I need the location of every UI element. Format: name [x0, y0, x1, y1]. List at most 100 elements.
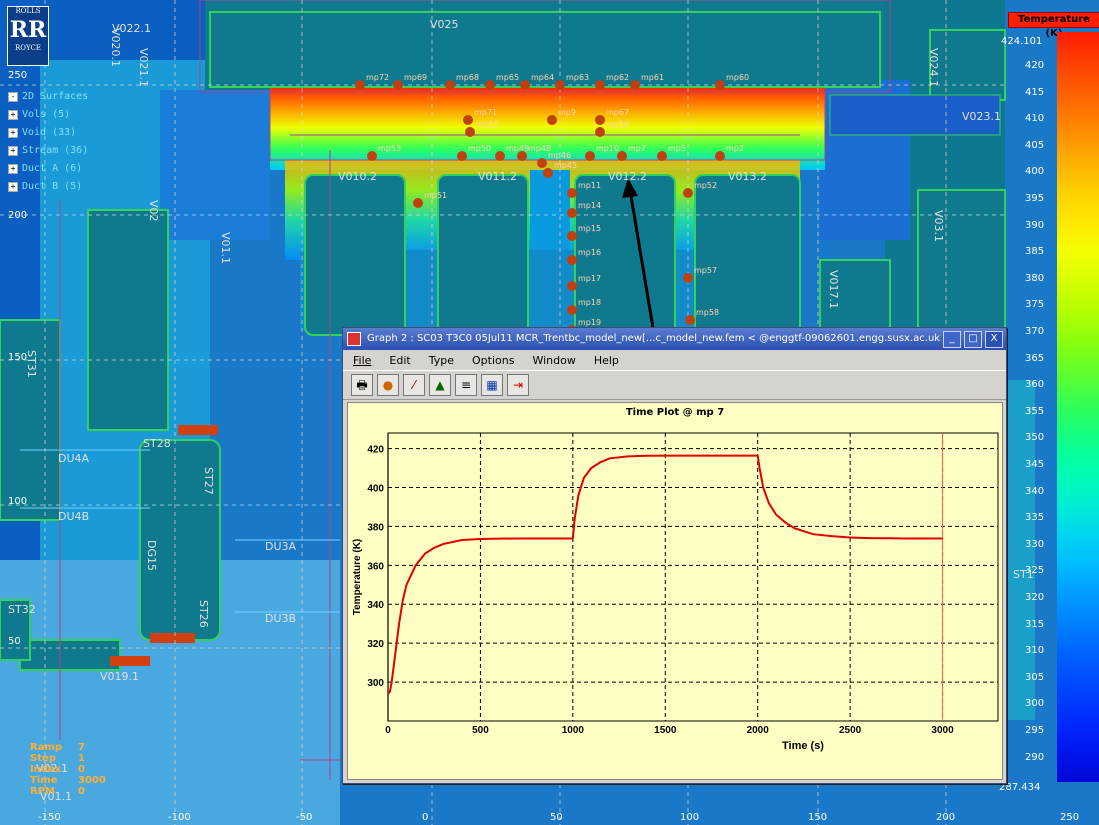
tree-item-label: Void (33)	[22, 127, 77, 138]
expander-icon[interactable]: +	[8, 182, 18, 192]
param-value: 3000	[78, 775, 106, 786]
probe-point[interactable]	[393, 80, 403, 90]
probe-point[interactable]	[595, 115, 605, 125]
label-icon[interactable]: ≡	[455, 374, 477, 396]
region-label: V011.2	[478, 170, 518, 183]
expander-icon[interactable]: +	[8, 146, 18, 156]
probe-point[interactable]	[520, 80, 530, 90]
probe-point[interactable]	[413, 198, 423, 208]
menu-window[interactable]: Window	[532, 353, 576, 367]
probe-point[interactable]	[465, 127, 475, 137]
probe-point[interactable]	[567, 305, 577, 315]
minimize-button[interactable]: _	[943, 330, 961, 348]
menu-edit[interactable]: Edit	[389, 353, 411, 367]
probe-point[interactable]	[595, 80, 605, 90]
tree-item[interactable]: + Duct A (6)	[8, 160, 88, 178]
probe-point[interactable]	[355, 80, 365, 90]
legend-tick-label: 370	[1025, 326, 1045, 337]
probe-point[interactable]	[715, 151, 725, 161]
probe-label: mp57	[694, 266, 718, 275]
probe-point[interactable]	[547, 115, 557, 125]
expander-icon[interactable]: +	[8, 110, 18, 120]
probe-point[interactable]	[683, 188, 693, 198]
tree-item[interactable]: -2D Surfaces	[8, 88, 88, 106]
menu-type[interactable]: Type	[428, 353, 454, 367]
probe-point[interactable]	[495, 151, 505, 161]
x-tick-label: 1000	[562, 725, 585, 736]
line-chart-icon[interactable]: ⁄	[403, 374, 425, 396]
probe-point[interactable]	[567, 231, 577, 241]
y-tick-label: 360	[367, 561, 384, 572]
legend-tick-label: 320	[1025, 592, 1045, 603]
probe-point[interactable]	[685, 315, 695, 325]
probe-point[interactable]	[537, 158, 547, 168]
expander-icon[interactable]: -	[8, 92, 18, 102]
probe-point[interactable]	[617, 151, 627, 161]
time-plot[interactable]: Time Plot @ mp 7 0 500 1000 1500 2000 2500 300…	[347, 402, 1003, 780]
exit-icon[interactable]: ⇥	[507, 374, 529, 396]
model-tree[interactable]: -2D Surfaces + Vols (5) + Void (33) + Stream (…	[8, 88, 88, 196]
legend-tick-label: 300	[1025, 698, 1045, 710]
probe-point[interactable]	[567, 281, 577, 291]
legend-tick-label: 330	[1025, 538, 1045, 550]
param-key: Ramp	[30, 742, 63, 753]
tree-item[interactable]: + Duct B (5)	[8, 178, 88, 196]
graph-window-titlebar[interactable]: Graph 2 : SC03 T3C0 05Jul11 MCR_Trentbc_…	[343, 328, 1006, 350]
probe-point[interactable]	[543, 168, 553, 178]
maximize-button[interactable]: □	[964, 330, 982, 348]
probe-point[interactable]	[567, 208, 577, 218]
expander-icon[interactable]: +	[8, 128, 18, 138]
probe-point[interactable]	[485, 80, 495, 90]
probe-label: mp60	[726, 73, 750, 82]
probe-label: mp56	[606, 120, 630, 129]
expander-icon[interactable]: +	[8, 164, 18, 174]
probe-label: mp69	[404, 73, 428, 82]
legend-tick-label: 390	[1025, 219, 1045, 231]
probe-point[interactable]	[630, 80, 640, 90]
legend-tick-label: 335	[1025, 512, 1045, 524]
probe-point[interactable]	[445, 80, 455, 90]
param-row: Index 0	[30, 764, 106, 775]
menu-file[interactable]: File	[353, 353, 372, 367]
probe-point[interactable]	[457, 151, 467, 161]
probe-point[interactable]	[595, 127, 605, 137]
probe-point[interactable]	[517, 151, 527, 161]
probe-point[interactable]	[367, 151, 377, 161]
probe-label: mp49	[506, 144, 530, 153]
tree-item[interactable]: + Void (33)	[8, 124, 88, 142]
probe-label: mp71	[474, 108, 498, 117]
graph-window[interactable]: Graph 2 : SC03 T3C0 05Jul11 MCR_Trentbc_…	[342, 327, 1007, 784]
x-tick-label: 2000	[747, 725, 770, 736]
tree-item[interactable]: + Vols (5)	[8, 106, 88, 124]
region-label: ST28	[143, 437, 171, 450]
close-button[interactable]: X	[985, 330, 1003, 348]
legend-tick-label: 340	[1025, 485, 1045, 497]
image-icon[interactable]: ▲	[429, 374, 451, 396]
probe-point[interactable]	[567, 255, 577, 265]
tree-item-label: Vols (5)	[22, 109, 71, 120]
y-tick-label: 380	[367, 522, 384, 533]
y-tick-label: 400	[367, 483, 384, 494]
probe-point[interactable]	[657, 151, 667, 161]
region-label: V022.1	[112, 22, 152, 35]
region-label: ST31	[25, 350, 38, 378]
table-icon[interactable]: ▦	[481, 374, 503, 396]
printer-icon[interactable]: 🖶	[351, 374, 373, 396]
menu-options[interactable]: Options	[472, 353, 515, 367]
menu-help[interactable]: Help	[593, 353, 619, 367]
region-label: V023.1	[962, 110, 1002, 123]
param-key: Time	[30, 775, 58, 786]
probe-point[interactable]	[585, 151, 595, 161]
probe-point[interactable]	[555, 80, 565, 90]
probe-point[interactable]	[567, 188, 577, 198]
tree-item[interactable]: + Stream (36)	[8, 142, 88, 160]
probe-point[interactable]	[715, 80, 725, 90]
probe-point[interactable]	[683, 273, 693, 283]
axis-tick-label: 150	[808, 812, 828, 823]
palette-icon[interactable]: ●	[377, 374, 399, 396]
param-value: 1	[78, 753, 85, 764]
region-label: DU4B	[58, 510, 90, 523]
probe-point[interactable]	[463, 115, 473, 125]
x-tick-label: 3000	[931, 725, 954, 736]
